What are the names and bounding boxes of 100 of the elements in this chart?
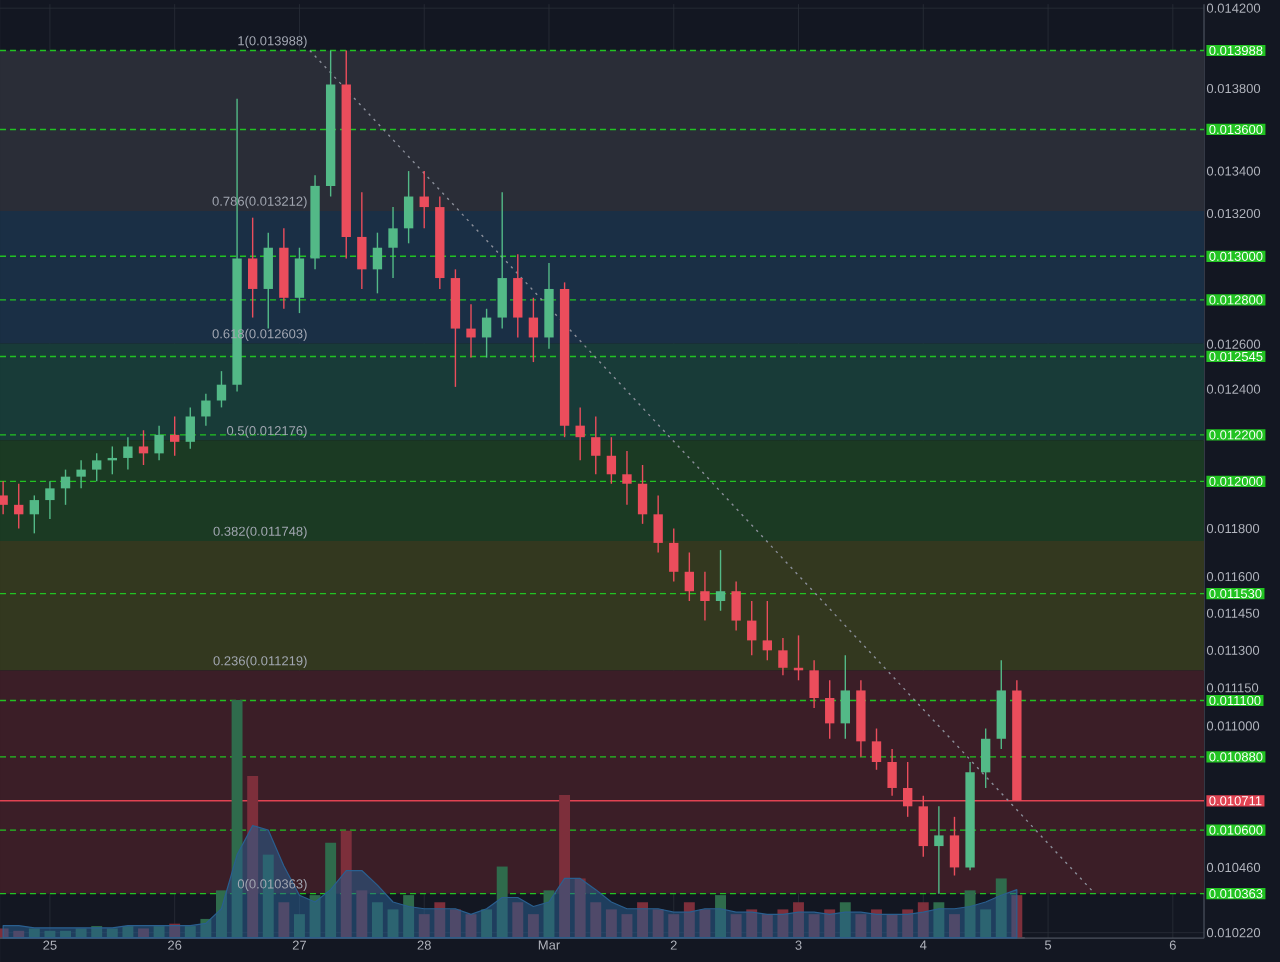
bar <box>917 902 929 938</box>
candlestick <box>357 191 367 290</box>
candlestick <box>14 483 24 530</box>
bar <box>605 909 617 938</box>
candlestick <box>653 494 663 554</box>
bar <box>824 909 836 938</box>
candlestick <box>138 429 149 466</box>
bar <box>652 909 664 938</box>
candlestick <box>622 450 632 506</box>
candlestick <box>700 571 710 622</box>
bar <box>559 795 571 938</box>
candlestick <box>762 600 772 661</box>
bar <box>527 914 539 938</box>
candlestick <box>528 297 539 363</box>
candlestick <box>887 748 897 797</box>
candlestick <box>871 727 882 771</box>
candlestick <box>980 727 991 789</box>
bar <box>761 914 773 938</box>
bar <box>949 914 960 938</box>
bar <box>309 895 321 938</box>
candlestick <box>715 549 726 612</box>
bar <box>371 902 383 938</box>
candlestick <box>216 370 227 409</box>
candlestick <box>263 231 273 330</box>
bar <box>574 878 586 938</box>
candlestick <box>481 308 492 359</box>
bar <box>668 914 680 938</box>
bar <box>28 928 40 938</box>
candlestick <box>60 468 71 506</box>
bar <box>637 902 649 938</box>
candlestick <box>403 170 414 245</box>
bar <box>138 928 149 938</box>
bar <box>590 902 602 938</box>
candlestick <box>185 406 195 450</box>
candlestick <box>247 216 258 319</box>
candlestick <box>669 527 679 583</box>
bar <box>1011 895 1023 938</box>
candlestick <box>154 424 164 462</box>
bar <box>902 909 914 938</box>
bar <box>0 928 9 938</box>
bar <box>886 914 898 938</box>
candlestick <box>575 406 585 462</box>
bar <box>715 895 726 938</box>
candlestick <box>29 494 39 535</box>
bar <box>995 878 1007 938</box>
candlestick <box>684 551 695 602</box>
candlestick <box>76 459 86 490</box>
bar <box>200 918 212 938</box>
bar <box>730 914 742 938</box>
candlestick <box>825 679 835 740</box>
bar <box>699 909 711 938</box>
bar <box>216 890 227 938</box>
bar <box>184 926 196 938</box>
candlestick <box>0 480 8 516</box>
candlestick <box>372 231 383 295</box>
bar <box>855 914 867 938</box>
bar <box>278 902 290 938</box>
candlestick <box>123 436 133 471</box>
candlestick <box>809 659 819 709</box>
candlestick <box>747 600 757 656</box>
bar <box>980 909 992 938</box>
candlestick <box>466 303 476 359</box>
candlestick <box>92 452 102 483</box>
bar <box>808 914 820 938</box>
bar <box>356 890 368 938</box>
bar <box>793 902 804 938</box>
candlestick <box>419 170 429 230</box>
bar <box>871 909 882 938</box>
candlestick <box>949 816 960 877</box>
candlestick <box>934 805 944 895</box>
candlestick <box>170 415 180 457</box>
bar <box>512 902 524 938</box>
candlestick <box>513 253 523 339</box>
bar <box>153 926 165 938</box>
bar <box>75 928 87 938</box>
candlestick <box>45 480 55 520</box>
candlestick <box>497 191 507 330</box>
bar <box>106 928 118 938</box>
bar <box>933 902 945 938</box>
bar <box>418 914 430 938</box>
bar <box>683 902 695 938</box>
bar <box>777 909 789 938</box>
bar <box>169 923 181 938</box>
candlestick <box>591 415 601 475</box>
candlestick <box>840 654 850 740</box>
bar <box>387 909 399 938</box>
bar <box>434 902 446 938</box>
candlestick <box>606 436 617 485</box>
bar <box>340 830 352 938</box>
bar <box>964 890 976 938</box>
bar <box>481 909 493 938</box>
candlestick <box>731 580 741 632</box>
bar <box>746 909 758 938</box>
candlestick <box>201 393 211 427</box>
bar <box>325 842 337 938</box>
bar <box>293 914 305 938</box>
bar <box>403 895 415 938</box>
bar <box>839 902 851 938</box>
candlestick <box>294 247 305 314</box>
candlestick <box>778 637 788 676</box>
